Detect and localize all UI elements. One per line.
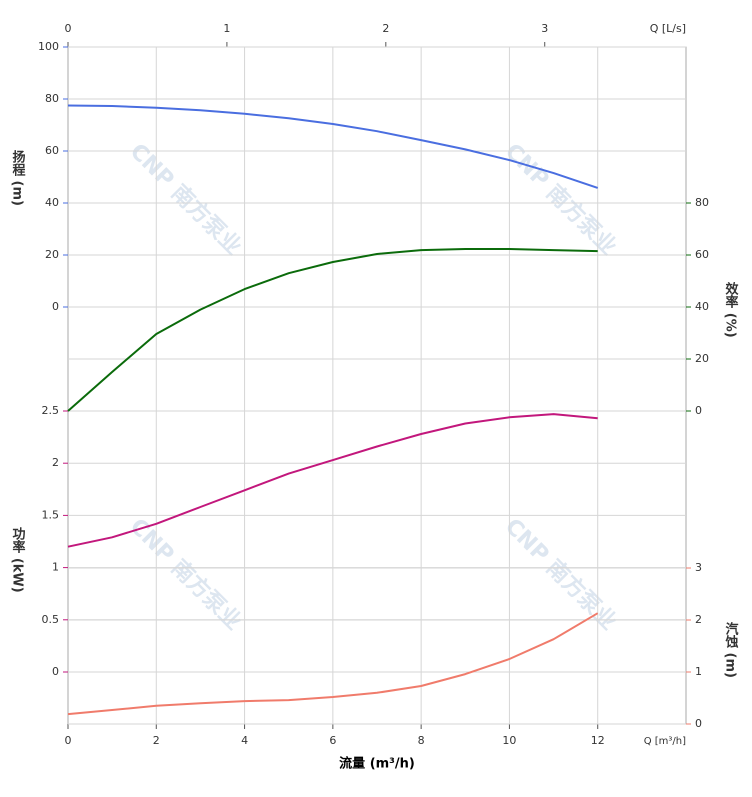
watermark: CNP 南方泵业 (125, 138, 247, 260)
y2-tick-label: 60 (695, 248, 709, 261)
curve (67, 612, 599, 716)
x2-tick-label: 1 (223, 22, 230, 35)
x2-tick-label: 0 (65, 22, 72, 35)
y-tick-label: 80 (45, 92, 59, 105)
y3-tick-label: 0.5 (42, 613, 60, 626)
watermark: CNP 南方泵业 (500, 138, 622, 260)
top-axis-unit: Q [L/s] (650, 22, 686, 35)
y4-tick-label: 2 (695, 613, 702, 626)
x-tick-label: 2 (153, 734, 160, 747)
y3-tick-label: 2 (52, 456, 59, 469)
x-tick-label: 12 (591, 734, 605, 747)
x-tick-label: 6 (329, 734, 336, 747)
y2-axis-title: 效率 (%) (723, 282, 739, 338)
y3-tick-label: 2.5 (42, 404, 60, 417)
y3-tick-label: 1 (52, 561, 59, 574)
y-tick-label: 40 (45, 196, 59, 209)
x-tick-label: 8 (418, 734, 425, 747)
x2-tick-label: 3 (541, 22, 548, 35)
y4-tick-label: 3 (695, 561, 702, 574)
y4-tick-label: 0 (695, 717, 702, 730)
bottom-axis-unit: Q [m³/h] (644, 736, 686, 747)
y-tick-label: 0 (52, 300, 59, 313)
x-axis-title: 流量 (m³/h) (339, 756, 415, 772)
y-tick-label: 20 (45, 248, 59, 261)
y-tick-label: 100 (38, 40, 59, 53)
y3-axis-title: 功率 (kW) (10, 527, 26, 592)
y-axis-title: 扬程 (m) (10, 149, 26, 206)
y2-tick-label: 40 (695, 300, 709, 313)
y-tick-label: 60 (45, 144, 59, 157)
watermark: CNP 南方泵业 (125, 513, 247, 635)
curve (67, 413, 598, 548)
curve (67, 104, 599, 189)
y4-tick-label: 1 (695, 665, 702, 678)
x2-tick-label: 2 (382, 22, 389, 35)
x-tick-label: 10 (502, 734, 516, 747)
y2-tick-label: 80 (695, 196, 709, 209)
y3-tick-label: 1.5 (42, 508, 60, 521)
x-tick-label: 4 (241, 734, 248, 747)
y2-tick-label: 20 (695, 352, 709, 365)
watermark: CNP 南方泵业 (500, 513, 622, 635)
y4-axis-title: 汽蚀 (m) (723, 621, 740, 678)
x-tick-label: 0 (65, 734, 72, 747)
y2-tick-label: 0 (695, 404, 702, 417)
curve (67, 248, 598, 412)
y3-tick-label: 0 (52, 665, 59, 678)
